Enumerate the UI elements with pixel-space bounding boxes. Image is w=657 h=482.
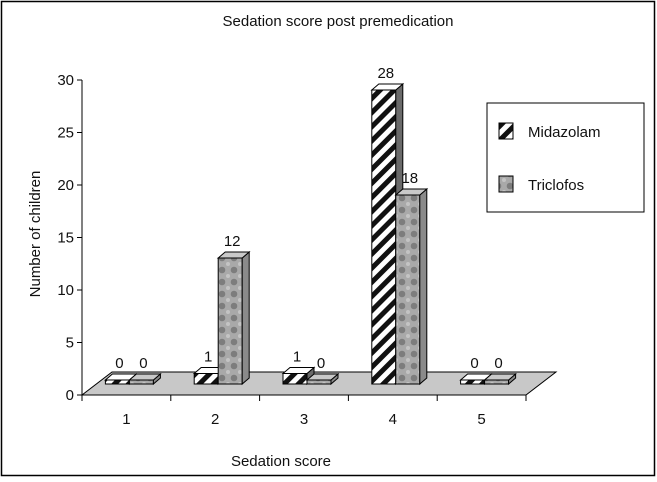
x-axis-title: Sedation score xyxy=(231,453,331,470)
bar-top xyxy=(128,373,162,381)
bar-label-triclofos-4: 18 xyxy=(401,170,418,187)
bar-front xyxy=(306,379,332,385)
bar-label-triclofos-3: 0 xyxy=(317,355,325,372)
legend-label-midazolam: Midazolam xyxy=(528,124,601,141)
x-tick-label: 2 xyxy=(211,411,219,428)
x-tick-label: 4 xyxy=(389,411,397,428)
bar-top xyxy=(483,373,517,381)
bar-label-midazolam-4: 28 xyxy=(377,65,394,82)
bar-top xyxy=(305,373,340,381)
bar-front xyxy=(128,379,154,385)
bar-front xyxy=(460,379,486,385)
bar-label-midazolam-5: 0 xyxy=(470,355,478,372)
bar-label-midazolam-1: 0 xyxy=(115,355,123,372)
bar-front xyxy=(484,379,510,385)
bar-triclofos-5 xyxy=(483,372,517,386)
bar-top xyxy=(216,251,251,259)
bar-triclofos-2 xyxy=(216,250,251,386)
bar-label-triclofos-1: 0 xyxy=(139,355,147,372)
legend: Midazolam Triclofos xyxy=(486,102,645,213)
legend-box xyxy=(486,102,645,213)
y-tick-label: 5 xyxy=(66,335,74,352)
y-tick-label: 30 xyxy=(57,72,74,89)
y-tick-label: 15 xyxy=(57,230,74,247)
bar-triclofos-4 xyxy=(394,187,429,386)
bar-front xyxy=(395,194,421,385)
x-tick-label: 5 xyxy=(477,411,485,428)
legend-label-triclofos: Triclofos xyxy=(528,177,584,194)
bar-side xyxy=(419,187,428,386)
bar-label-midazolam-2: 1 xyxy=(204,349,212,366)
bar-front xyxy=(193,373,219,385)
x-tick-label: 1 xyxy=(122,411,130,428)
bar-top xyxy=(370,83,405,91)
chart-title: Sedation score post premedication xyxy=(223,13,454,30)
bar-front xyxy=(217,257,243,385)
bar-front xyxy=(104,379,130,385)
bar-label-midazolam-3: 1 xyxy=(293,349,301,366)
bar-front xyxy=(371,89,397,385)
y-axis-title: Number of children xyxy=(27,171,44,298)
bar-label-triclofos-2: 12 xyxy=(224,233,241,250)
y-tick-label: 0 xyxy=(66,387,74,404)
bar-triclofos-1 xyxy=(128,372,162,386)
y-tick-label: 25 xyxy=(57,125,74,142)
bar-top xyxy=(394,188,429,196)
y-tick-label: 10 xyxy=(57,282,74,299)
legend-swatch-midazolam xyxy=(498,122,514,140)
x-tick-label: 3 xyxy=(300,411,308,428)
bar-label-triclofos-5: 0 xyxy=(494,355,502,372)
legend-swatch-triclofos xyxy=(498,175,514,193)
bar-triclofos-3 xyxy=(305,372,340,386)
bar-front xyxy=(282,373,308,385)
bar-side xyxy=(241,250,250,386)
bar-top xyxy=(281,367,316,374)
y-tick-label: 20 xyxy=(57,177,74,194)
